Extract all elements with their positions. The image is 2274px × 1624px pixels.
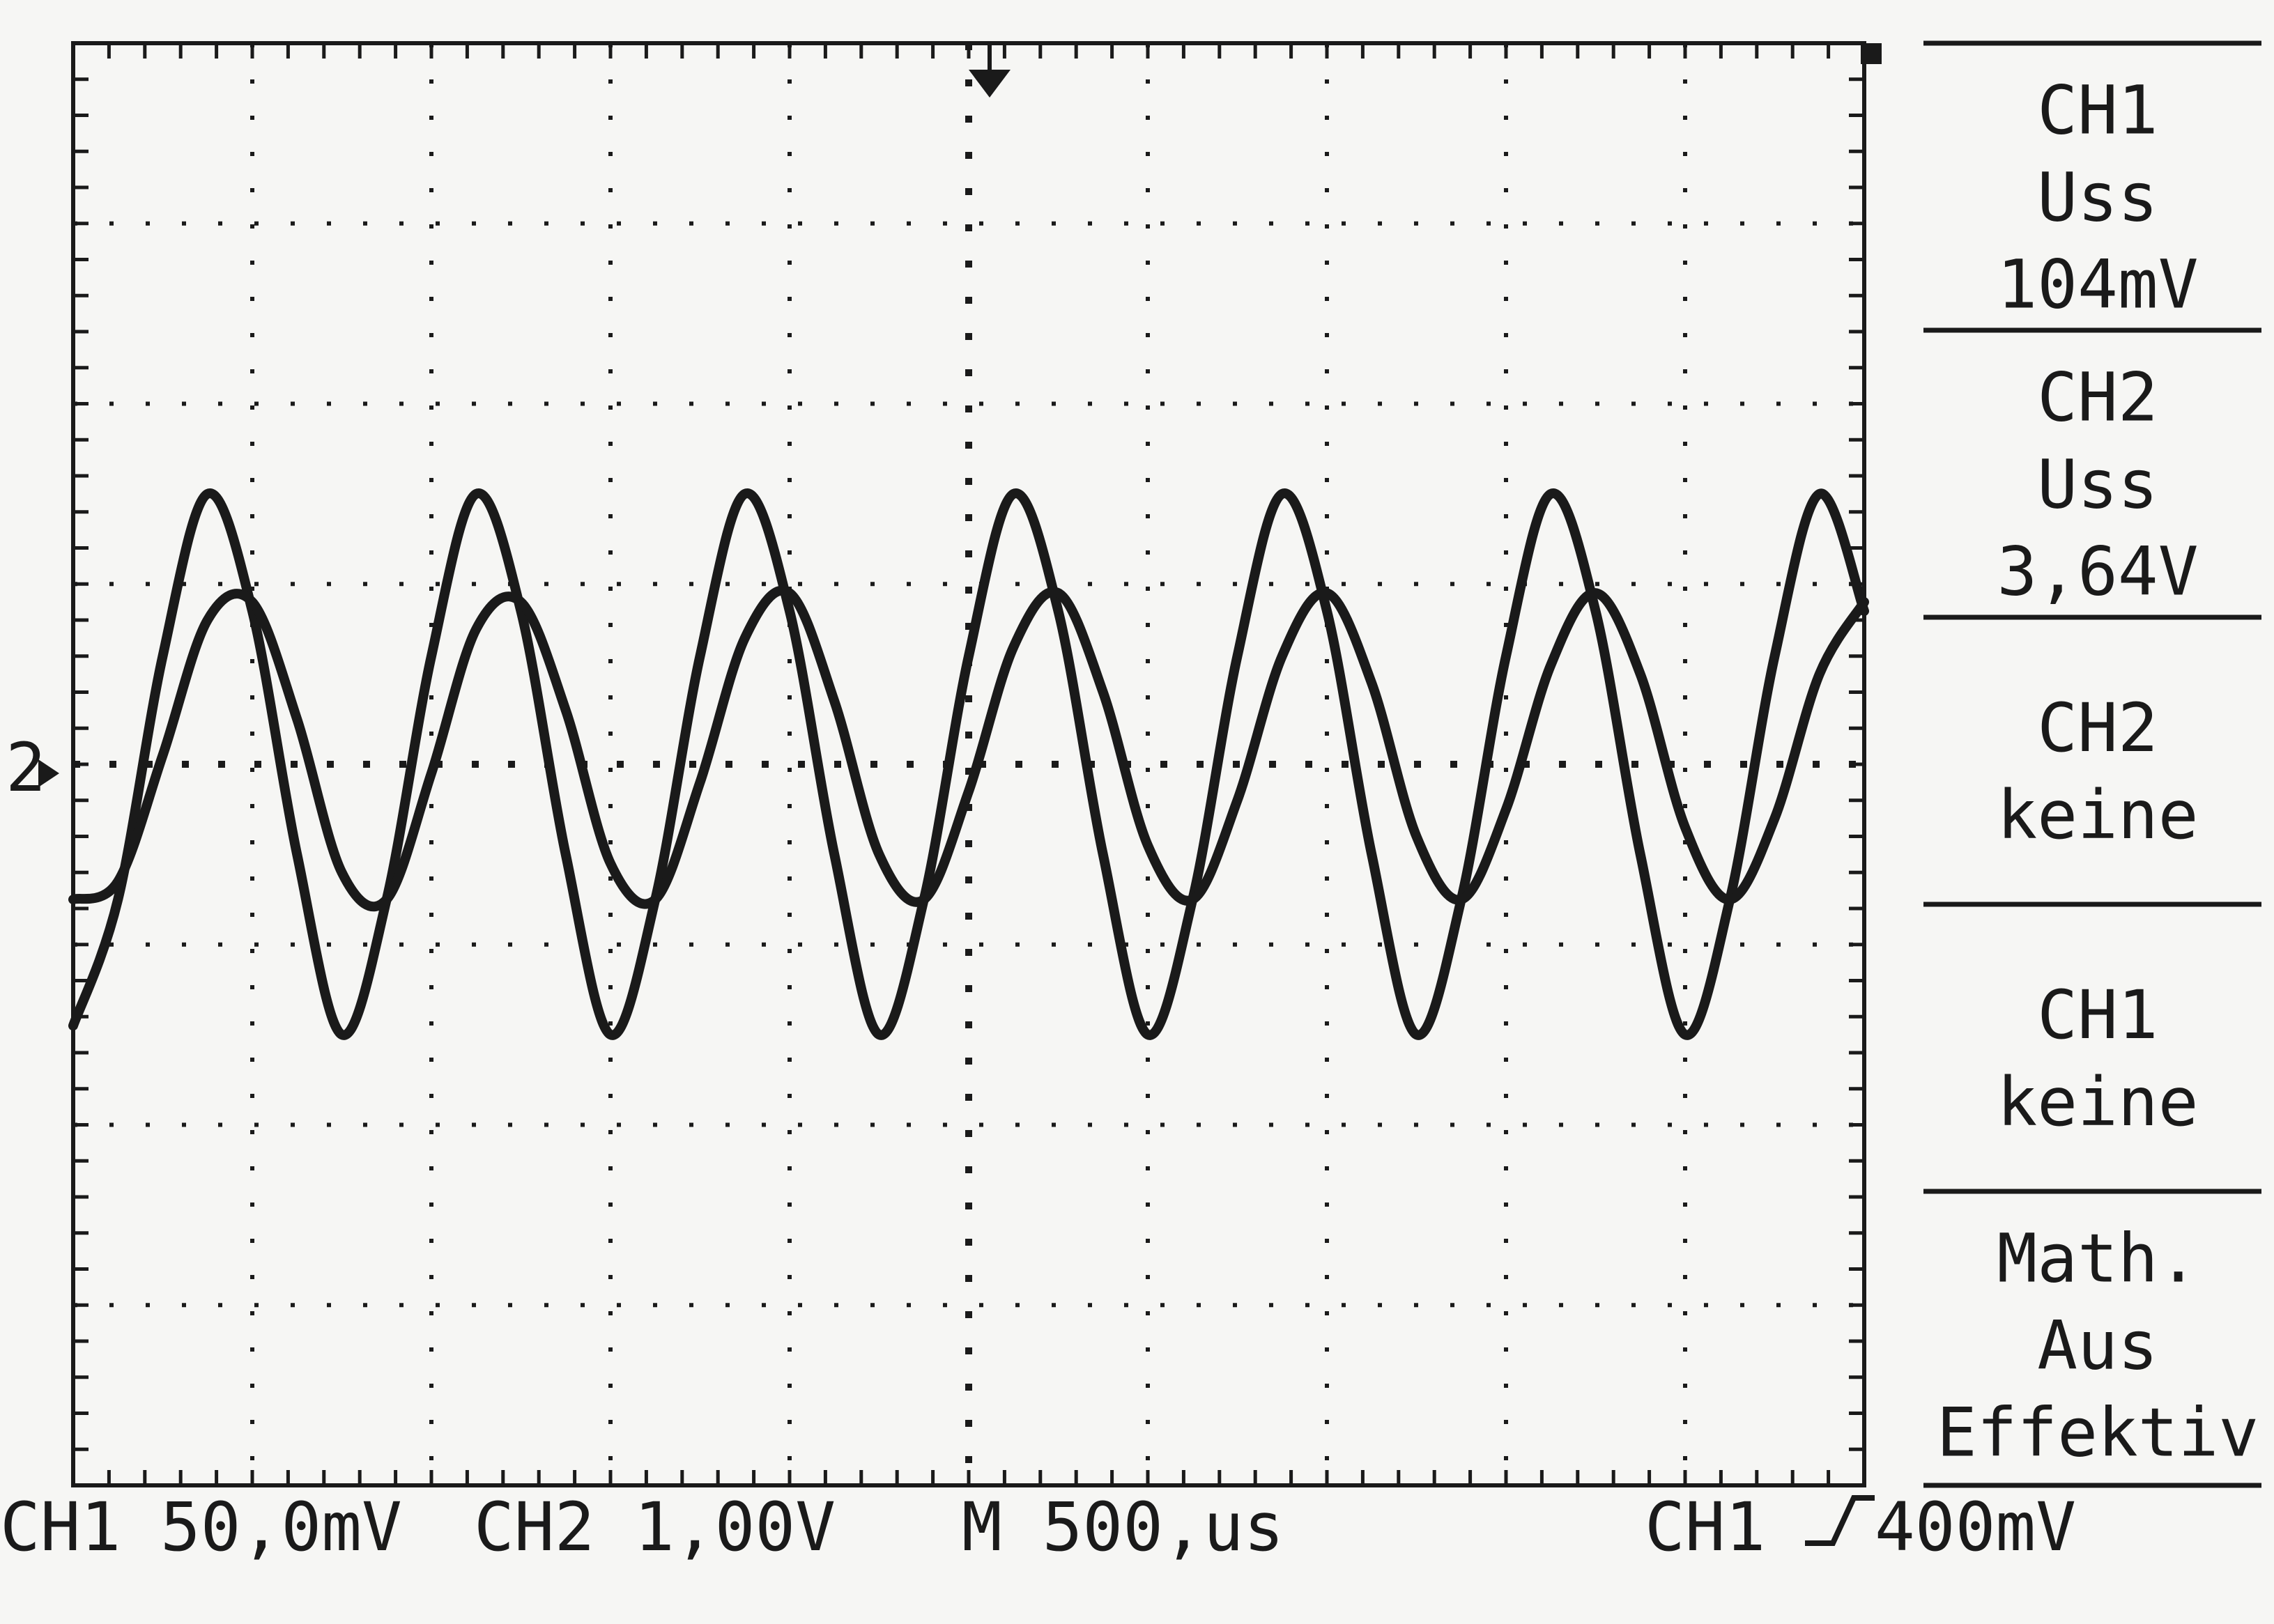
channel-ground-marker-icon <box>38 759 59 787</box>
ch1-label: CH1 <box>0 1488 121 1566</box>
menu-item-1-line: Uss <box>2037 159 2158 237</box>
menu-item-4-line: CH1 <box>2037 976 2158 1054</box>
menu-item-3-line: CH2 <box>2037 689 2158 767</box>
waveform-traces <box>68 488 1869 1040</box>
trace-ch1 <box>68 488 1869 1040</box>
menu-item-5-line: Aus <box>2037 1307 2158 1385</box>
plot-area: 2 <box>6 41 1882 1487</box>
side-menu: CH1 Uss 104mV CH2 Uss 3,64V CH2 keine CH1 keine Ma… <box>1923 40 2261 1488</box>
menu-item-5-line: Math. <box>1997 1220 2199 1298</box>
menu-item-5-line: Effektiv <box>1937 1394 2259 1472</box>
ch2-scale: 1,00V <box>634 1488 836 1566</box>
trigger-level: 400mV <box>1875 1488 2076 1566</box>
rising-edge-icon <box>1805 1495 1875 1546</box>
status-bar: CH1 50,0mV CH2 1,00V M 500,us CH1 400mV <box>0 1488 2076 1566</box>
menu-item-2-line: CH2 <box>2037 359 2158 437</box>
corner-marker-icon <box>1861 43 1882 64</box>
menu-item-3-line: keine <box>1997 776 2199 854</box>
menu-item-2-line: 3,64V <box>1997 533 2199 611</box>
ch2-label: CH2 <box>474 1488 594 1566</box>
axis-ticks <box>73 43 1864 1485</box>
trigger-source: CH1 <box>1645 1488 1765 1566</box>
menu-item-4-line: keine <box>1997 1063 2199 1141</box>
trace-ch2 <box>68 585 1869 912</box>
menu-item-1-line: 104mV <box>1997 246 2199 324</box>
ch1-scale: 50,0mV <box>160 1488 402 1566</box>
grid <box>73 43 1864 1485</box>
timebase: M 500,us <box>962 1488 1284 1566</box>
menu-item-1-line: CH1 <box>2037 72 2158 150</box>
trigger-position-icon <box>969 70 1011 98</box>
menu-item-2-line: Uss <box>2037 446 2158 524</box>
